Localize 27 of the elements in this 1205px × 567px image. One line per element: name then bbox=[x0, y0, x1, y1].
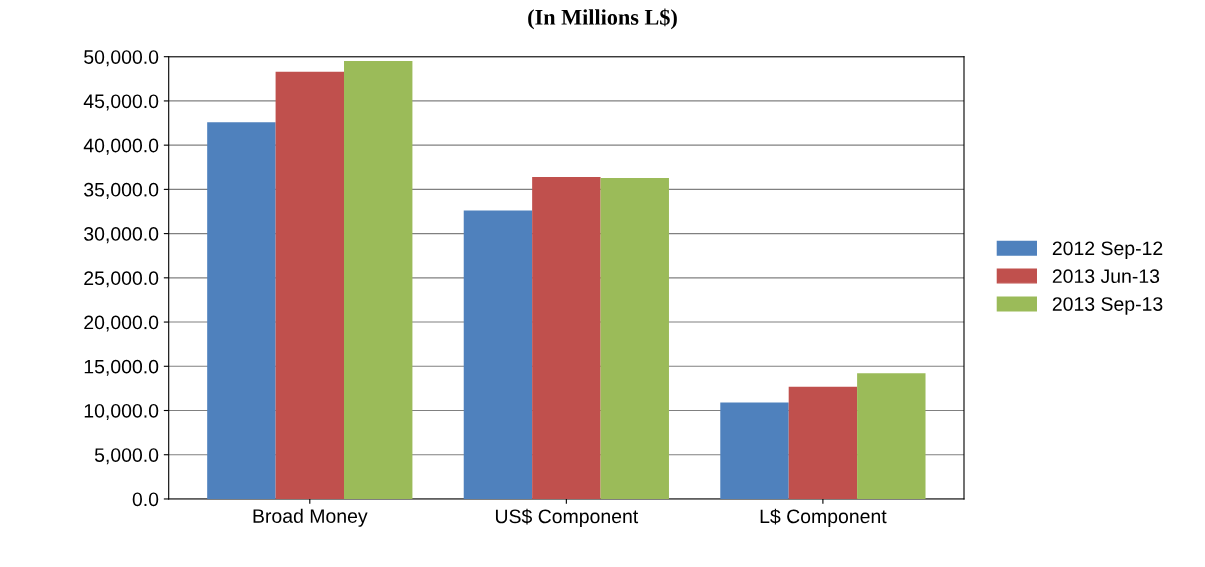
y-tick-label: 25,000.0 bbox=[84, 271, 159, 288]
bar bbox=[463, 210, 533, 499]
chart-title: (In Millions L$) bbox=[528, 8, 677, 30]
y-tick-label: 30,000.0 bbox=[84, 227, 159, 244]
y-tick-label: 5,000.0 bbox=[94, 448, 159, 465]
bar bbox=[275, 71, 345, 499]
y-tick-label: 40,000.0 bbox=[83, 138, 159, 155]
y-tick-label: 20,000.0 bbox=[84, 315, 159, 332]
legend-label: 2013 Sep-13 bbox=[1052, 297, 1163, 315]
legend-label: 2012 Sep-12 bbox=[1052, 241, 1163, 260]
x-tick-label: Broad Money bbox=[253, 508, 368, 527]
y-tick-label: 10,000.0 bbox=[84, 403, 159, 421]
bar bbox=[532, 176, 601, 499]
bar bbox=[788, 386, 858, 499]
y-tick-label: 50,000.0 bbox=[84, 50, 159, 67]
x-tick-label: L$ Component bbox=[760, 508, 887, 528]
bar bbox=[857, 373, 926, 499]
legend-label: 2013 Jun-13 bbox=[1052, 269, 1160, 284]
bar bbox=[600, 177, 669, 499]
y-tick-label: 45,000.0 bbox=[83, 94, 159, 111]
y-tick-label: 35,000.0 bbox=[84, 182, 159, 199]
x-tick-label: US$ Component bbox=[495, 508, 639, 528]
y-tick-label: 15,000.0 bbox=[84, 359, 159, 376]
bar bbox=[720, 402, 789, 499]
bar bbox=[344, 61, 413, 499]
bar bbox=[207, 122, 276, 499]
y-tick-label: 0.0 bbox=[132, 492, 159, 507]
